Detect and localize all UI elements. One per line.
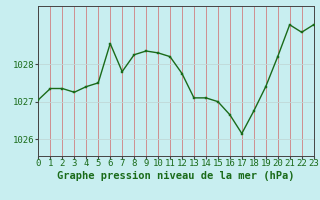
X-axis label: Graphe pression niveau de la mer (hPa): Graphe pression niveau de la mer (hPa) <box>57 171 295 181</box>
